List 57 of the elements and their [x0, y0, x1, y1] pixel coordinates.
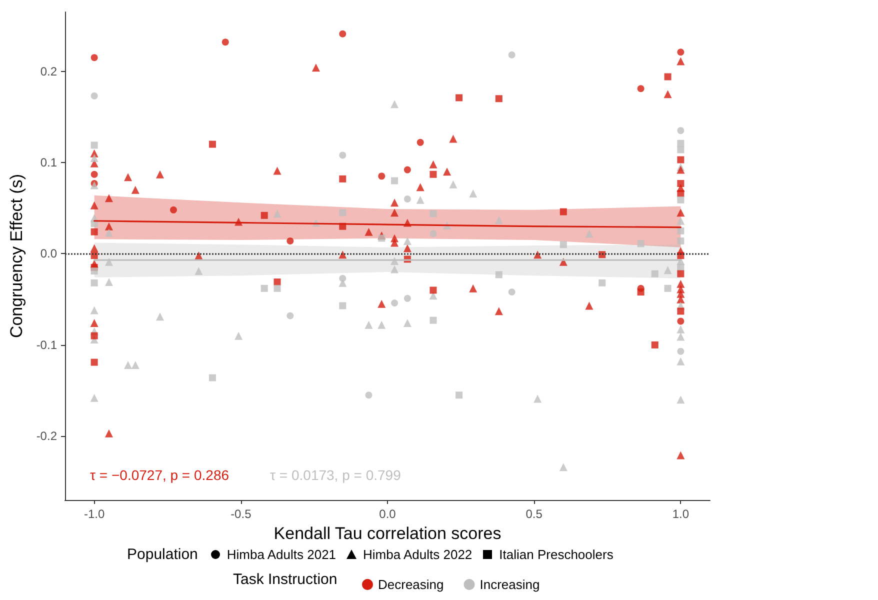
legend-label: Decreasing — [378, 577, 444, 592]
point — [560, 241, 567, 248]
x-tick-label: -0.5 — [230, 507, 252, 521]
y-axis-title: Congruency Effect (s) — [7, 174, 26, 338]
point — [208, 374, 216, 382]
point — [260, 284, 268, 292]
annotation: τ = 0.0173, p = 0.799 — [270, 467, 402, 483]
point — [378, 172, 386, 180]
point — [598, 279, 606, 286]
point — [90, 54, 98, 62]
point — [677, 146, 684, 154]
point — [170, 206, 177, 214]
point — [677, 318, 684, 325]
point — [90, 170, 98, 178]
legend-label: Increasing — [480, 577, 540, 592]
point — [339, 30, 346, 38]
y-tick-label: 0.1 — [40, 156, 58, 170]
x-tick-label: 0.5 — [526, 507, 543, 521]
point — [637, 85, 644, 92]
point — [651, 270, 658, 278]
legend-title: Population — [127, 546, 198, 563]
point — [677, 264, 684, 271]
point — [430, 210, 437, 218]
point — [90, 268, 98, 275]
point — [677, 196, 684, 204]
point — [677, 237, 684, 244]
point — [378, 234, 386, 242]
point — [637, 240, 644, 248]
point — [90, 142, 98, 149]
annotation: τ = −0.0727, p = 0.286 — [90, 467, 230, 483]
x-axis-title: Kendall Tau correlation scores — [274, 524, 502, 543]
text: Task Instruction — [233, 571, 338, 588]
y-tick-label: 0.0 — [40, 246, 58, 261]
point — [274, 284, 281, 292]
point — [677, 48, 684, 56]
point — [286, 237, 294, 244]
text: Italian Preschoolers — [499, 547, 614, 562]
text: Himba Adults 2022 — [363, 547, 472, 562]
point — [430, 316, 437, 324]
x-tick-label: -1.0 — [84, 507, 105, 521]
point — [495, 271, 502, 278]
point — [664, 284, 672, 292]
point — [404, 166, 411, 174]
point — [222, 38, 229, 46]
y-tick-label: -0.2 — [36, 429, 58, 444]
point — [456, 392, 463, 399]
point — [416, 138, 424, 146]
point — [90, 279, 98, 286]
point — [391, 177, 398, 184]
point — [339, 209, 346, 216]
y-tick-label: -0.1 — [36, 338, 58, 352]
x-tick-label: 1.0 — [672, 507, 690, 521]
point — [339, 302, 346, 310]
text: Himba Adults 2021 — [226, 547, 336, 562]
point — [677, 227, 684, 234]
x-tick-label: 0.0 — [379, 507, 396, 521]
y-tick-label: 0.2 — [40, 64, 58, 78]
